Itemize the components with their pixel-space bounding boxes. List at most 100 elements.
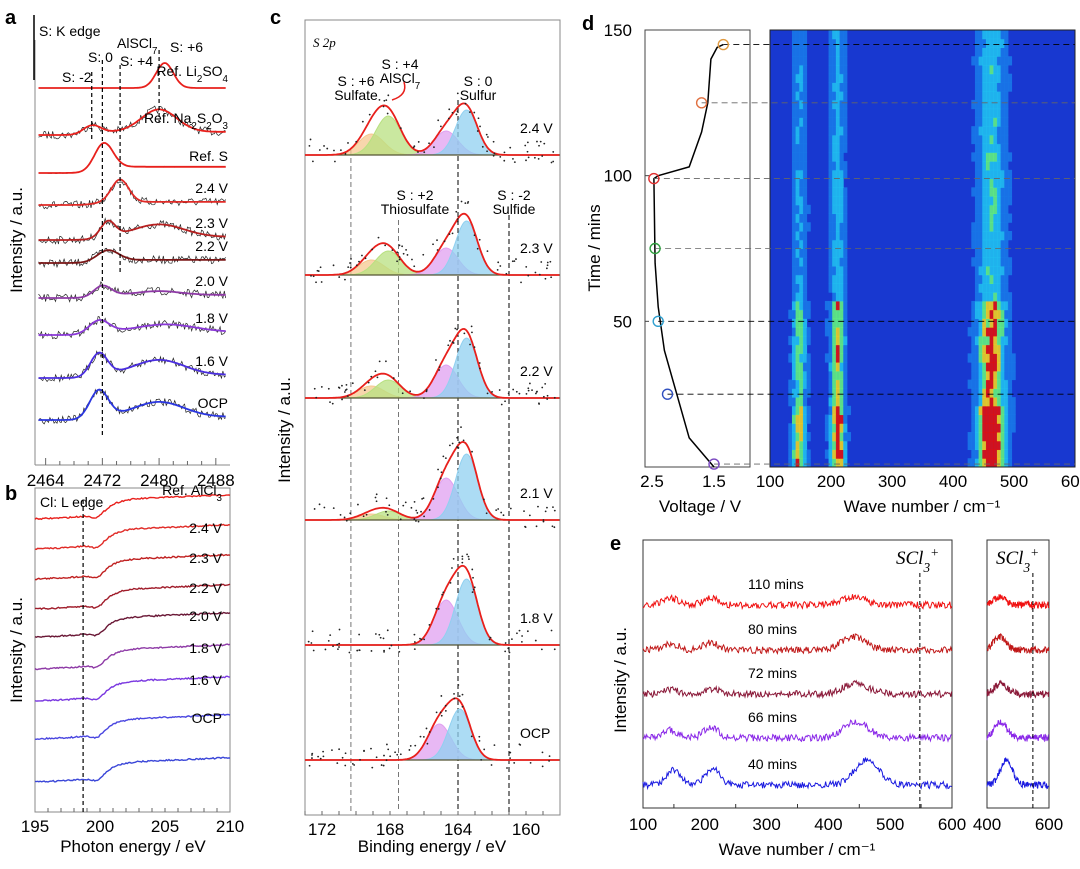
- data-point: [350, 257, 352, 260]
- heatmap-cell: [802, 169, 808, 180]
- heatmap-cell: [1011, 405, 1016, 416]
- inset-spectrum-line: [986, 719, 1050, 743]
- heatmap-cell: [799, 440, 804, 451]
- data-point: [493, 152, 496, 155]
- fit-line: [38, 249, 226, 264]
- series-label: 1.8 V: [189, 640, 222, 656]
- heatmap-cell: [996, 126, 1002, 136]
- heatmap-cell: [982, 458, 987, 468]
- series-label: 66 mins: [748, 709, 797, 725]
- heatmap-cell: [989, 335, 994, 346]
- data-point: [368, 113, 371, 116]
- heatmap-cell: [828, 231, 833, 241]
- heatmap-cell: [791, 73, 797, 83]
- data-point: [334, 160, 336, 163]
- heatmap-cell: [993, 283, 998, 293]
- annotation-alscl7: AlSCl7: [117, 35, 157, 57]
- data-point: [461, 558, 464, 560]
- heatmap-cell: [832, 82, 837, 92]
- annotation-scl3: SCl3+: [896, 545, 939, 575]
- data-point: [396, 251, 399, 254]
- heatmap-cell: [795, 335, 800, 346]
- data-point: [504, 400, 506, 403]
- data-point: [428, 624, 431, 626]
- data-point: [399, 518, 402, 521]
- heatmap-cell: [839, 300, 844, 311]
- heatmap-cell: [799, 152, 804, 162]
- heatmap-cell: [1004, 405, 1009, 416]
- heatmap-cell: [839, 169, 844, 180]
- heatmap-cell: [996, 309, 1002, 319]
- heatmap-cell: [982, 178, 987, 188]
- heatmap-cell: [985, 222, 991, 232]
- heatmap-cell: [795, 231, 800, 241]
- heatmap-cell: [839, 248, 844, 258]
- data-point: [408, 749, 411, 751]
- heatmap-cell: [985, 64, 991, 75]
- heatmap-cell: [835, 143, 841, 153]
- heatmap-cell: [835, 344, 841, 354]
- heatmap-cell: [974, 99, 980, 110]
- heatmap-cell: [993, 335, 998, 346]
- heatmap-cell: [996, 353, 1002, 363]
- heatmap-cell: [989, 73, 994, 83]
- heatmap-cell: [996, 231, 1002, 241]
- heatmap-cell: [978, 414, 983, 424]
- heatmap-cell: [828, 423, 833, 433]
- data-point: [498, 389, 501, 391]
- annotation-s-plus4: S: +4: [120, 53, 153, 69]
- heatmap-cell: [791, 161, 797, 171]
- heatmap-cell: [795, 283, 800, 293]
- heatmap-cell: [835, 318, 841, 328]
- heatmap-cell: [828, 248, 833, 258]
- data-point: [527, 156, 530, 159]
- heatmap-cell: [795, 432, 800, 442]
- heatmap-cell: [802, 239, 808, 249]
- series-label: 110 mins: [748, 576, 804, 592]
- heatmap-cell: [799, 283, 804, 293]
- data-point: [348, 651, 351, 654]
- data-point: [553, 526, 556, 529]
- heatmap-cell: [1004, 196, 1009, 206]
- heatmap-cell: [788, 388, 793, 398]
- heatmap-cell: [839, 265, 844, 276]
- heatmap-cell: [839, 309, 844, 319]
- series-label: 2.2 V: [189, 580, 222, 596]
- heatmap-cell: [1004, 257, 1009, 267]
- data-point: [405, 248, 407, 251]
- heatmap-cell: [799, 30, 804, 40]
- heatmap-cell: [802, 379, 808, 389]
- heatmap-cell: [985, 91, 991, 101]
- heatmap-cell: [843, 458, 848, 468]
- data-point: [387, 94, 390, 97]
- x-tick-label: 2464: [27, 471, 65, 490]
- data-point: [534, 392, 537, 395]
- data-point: [449, 582, 452, 584]
- data-point: [341, 398, 343, 401]
- heatmap-cell: [996, 91, 1002, 101]
- heatmap-cell: [791, 134, 797, 145]
- data-point: [473, 234, 476, 237]
- data-point: [549, 260, 552, 263]
- inset-frame: [986, 539, 1050, 809]
- data-point: [550, 629, 553, 632]
- heatmap-cell: [795, 274, 800, 284]
- x-axis-label: Wave number / cm⁻¹: [844, 497, 1001, 516]
- heatmap-cell: [843, 362, 848, 372]
- heatmap-cell: [1004, 38, 1009, 48]
- data-point: [413, 641, 416, 643]
- heatmap-cell: [843, 108, 848, 118]
- heatmap-cell: [978, 99, 983, 110]
- heatmap-cell: [795, 362, 800, 372]
- heatmap-cell: [828, 449, 833, 459]
- heatmap-cell: [989, 274, 994, 284]
- heatmap-cell: [971, 344, 976, 354]
- data-point: [344, 152, 347, 155]
- heatmap-cell: [982, 117, 987, 127]
- heatmap-cell: [989, 257, 994, 267]
- x-tick-label: 1.5: [702, 472, 726, 491]
- heatmap-cell: [967, 353, 972, 363]
- data-point: [503, 151, 506, 154]
- data-point: [345, 383, 348, 386]
- heatmap-cell: [1007, 388, 1013, 398]
